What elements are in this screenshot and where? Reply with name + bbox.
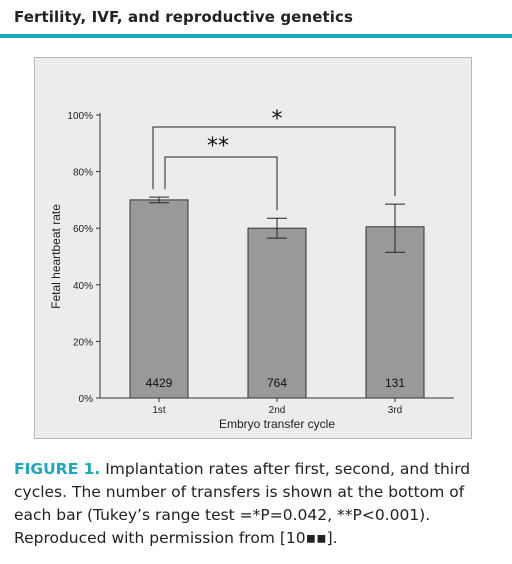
- y-tick-label: 60%: [73, 224, 93, 235]
- x-tick-label: 3rd: [388, 405, 402, 416]
- x-axis-label: Embryo transfer cycle: [219, 417, 335, 431]
- significance-stars: *: [272, 107, 283, 132]
- y-tick-label: 20%: [73, 337, 93, 348]
- bar-count-label: 764: [267, 376, 287, 390]
- x-tick-label: 2nd: [269, 405, 286, 416]
- y-axis-label: Fetal heartbeat rate: [49, 204, 63, 309]
- figure-caption: FIGURE 1. Implantation rates after first…: [14, 458, 504, 550]
- caption-text: Implantation rates after first, second, …: [14, 460, 471, 547]
- significance-bracket: [152, 126, 396, 197]
- y-tick-label: 0%: [79, 394, 94, 405]
- y-tick-label: 80%: [73, 168, 93, 179]
- significance-bracket: [164, 156, 278, 211]
- bar-count-label: 131: [385, 376, 405, 390]
- x-tick-label: 1st: [152, 405, 166, 416]
- y-tick-label: 40%: [73, 281, 93, 292]
- section-title: Fertility, IVF, and reproductive genetic…: [14, 8, 354, 26]
- figure-label: FIGURE 1.: [14, 460, 101, 478]
- bar: [365, 226, 425, 399]
- significance-stars: **: [207, 134, 229, 159]
- bar-count-label: 4429: [146, 376, 173, 390]
- bar: [129, 199, 189, 399]
- bar: [247, 227, 307, 399]
- section-divider: [0, 34, 512, 38]
- y-tick-label: 100%: [67, 111, 93, 122]
